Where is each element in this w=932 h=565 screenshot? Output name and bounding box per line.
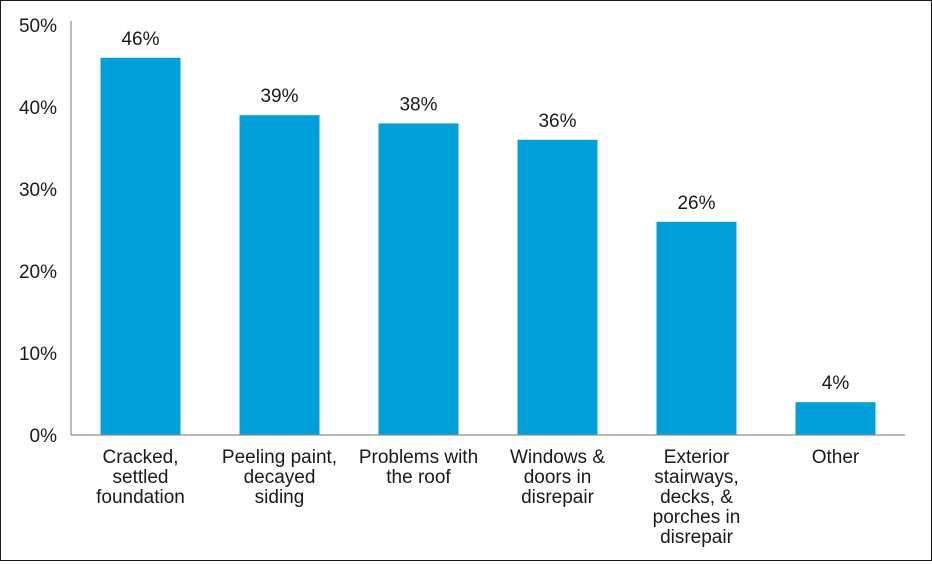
bar [656, 221, 737, 435]
data-label: 36% [538, 111, 576, 132]
x-category-label-line: stairways, [654, 467, 738, 488]
x-category-label-line: decks, & [660, 487, 733, 508]
x-category-label-line: disrepair [660, 527, 734, 548]
x-category-label-line: Cracked, [102, 447, 178, 468]
x-category-label-line: Peeling paint, [222, 447, 337, 468]
y-tick-label: 0% [30, 426, 58, 447]
x-category-label-line: settled [113, 467, 169, 488]
bar [100, 57, 181, 436]
x-category-label-line: Problems with [359, 447, 478, 468]
x-category-label-line: foundation [96, 487, 185, 508]
data-labels: 46% 39% 38% 36% 26% 4% [121, 29, 849, 394]
x-category-label-line: Exterior [664, 447, 730, 468]
x-category-label: Windows & doors in disrepair [510, 447, 605, 508]
x-category-label: Cracked, settled foundation [96, 447, 185, 508]
y-tick-label: 30% [19, 180, 57, 201]
data-label: 4% [822, 373, 850, 394]
y-tick-label: 40% [19, 98, 57, 119]
y-tick-label: 50% [19, 16, 57, 37]
x-category-label-line: siding [255, 487, 305, 508]
x-category-label-line: Other [812, 447, 860, 468]
x-category-label-line: decayed [244, 467, 316, 488]
x-category-label-line: doors in [524, 467, 592, 488]
y-tick-label: 10% [19, 344, 57, 365]
x-category-label-line: disrepair [521, 487, 595, 508]
data-label: 38% [399, 94, 437, 115]
y-tick-label: 20% [19, 262, 57, 283]
x-category-label: Peeling paint, decayed siding [222, 447, 337, 508]
bar [795, 402, 876, 435]
x-category-label-line: porches in [653, 507, 741, 528]
data-label: 39% [260, 86, 298, 107]
bars [100, 57, 876, 436]
data-label: 46% [121, 29, 159, 50]
bar [378, 123, 459, 436]
bar [517, 139, 598, 436]
x-category-label: Problems with the roof [359, 447, 478, 488]
x-category-label-line: Windows & [510, 447, 605, 468]
x-category-label: Exterior stairways, decks, & porches in disr… [653, 447, 741, 548]
y-axis: 0% 10% 20% 30% 40% 50% [19, 16, 72, 447]
data-label: 26% [677, 193, 715, 214]
x-category-label-line: the roof [386, 467, 451, 488]
x-category-label: Other [812, 447, 860, 468]
bar [239, 115, 320, 435]
